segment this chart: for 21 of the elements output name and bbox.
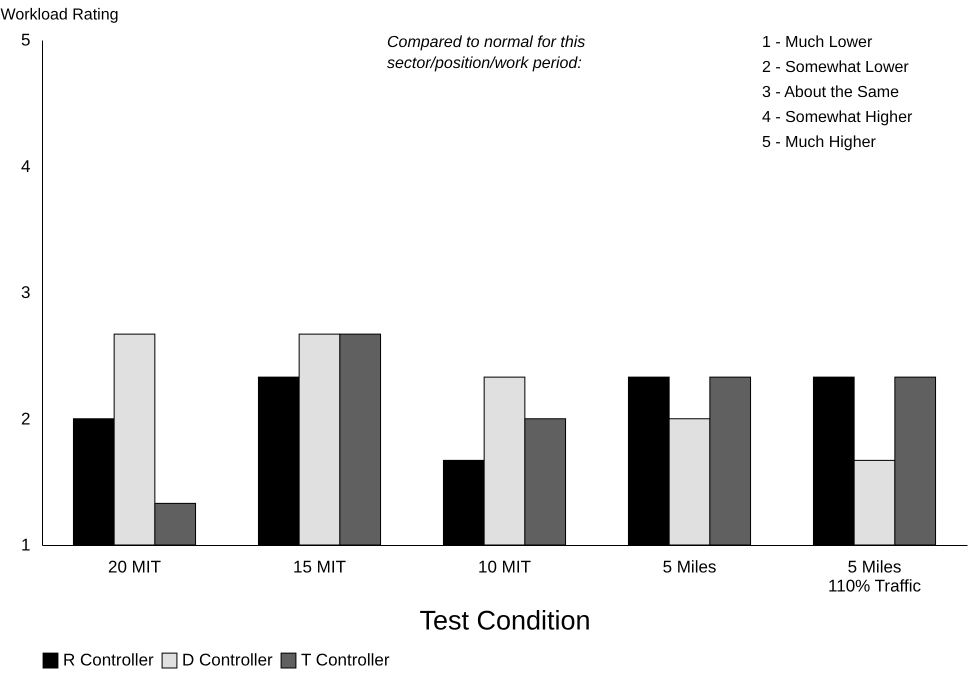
x-axis-title: Test Condition [419,606,591,636]
annotation: 4 - Somewhat Higher [762,109,913,126]
x-tick-label: 5 Miles 110% Traffic [828,558,922,596]
y-tick-label: 5 [21,30,30,50]
x-tick-label: 15 MIT [293,558,346,576]
legend-label: T Controller [301,650,390,670]
annotation: 2 - Somewhat Lower [762,59,910,76]
annotation: 3 - About the Same [762,84,900,101]
legend-label: D Controller [182,650,274,670]
annotation: Compared to normal for this sector/position/work period: [387,34,586,72]
annotation: 1 - Much Lower [762,34,873,51]
x-tick-label: 20 MIT [108,558,161,576]
y-tick-label: 4 [21,156,30,176]
y-axis-title: Workload Rating [0,6,118,24]
y-tick-label: 3 [21,283,30,302]
y-tick-label: 1 [21,536,30,554]
y-tick-label: 2 [21,409,30,428]
legend-label: R Controller [63,650,154,670]
x-tick-label: 5 Miles [662,558,716,576]
annotation: 5 - Much Higher [762,134,876,151]
x-tick-label: 10 MIT [478,558,531,576]
